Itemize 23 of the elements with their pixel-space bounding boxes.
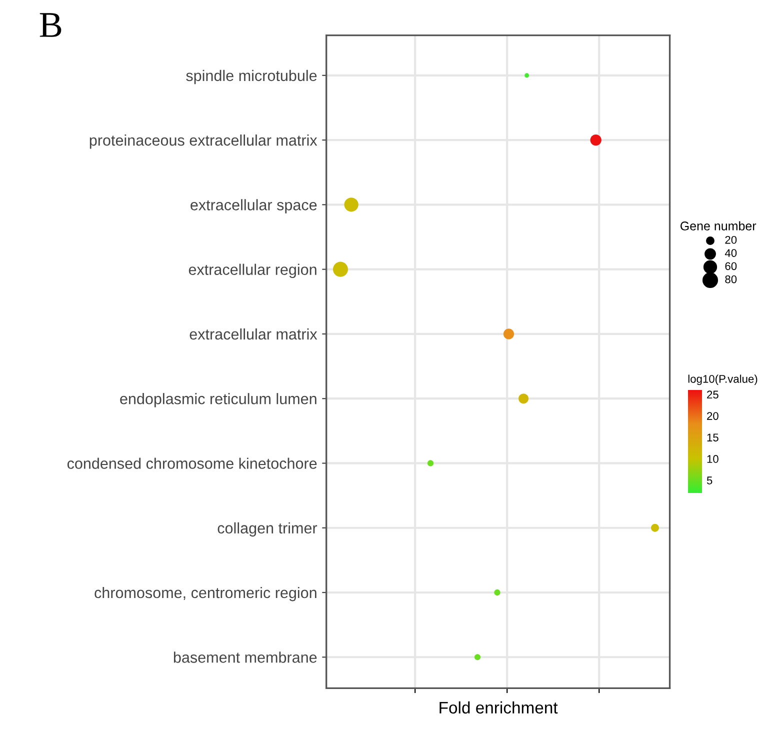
legend-label: 20 [725, 236, 737, 244]
text: B [40, 13, 62, 37]
color-bar-title: log10(P.value) [688, 374, 758, 386]
y-tick-label: endoplasmic reticulum lumen [120, 393, 316, 408]
legend-label: 60 [725, 262, 737, 270]
y-tick-label: extracellular space [190, 199, 317, 214]
color-bar-label: 20 [707, 412, 718, 420]
y-tick-label: condensed chromosome kinetochore [67, 458, 317, 469]
y-tick-label: chromosome, centromeric region [94, 586, 316, 602]
legend-label: 80 [725, 275, 737, 284]
y-tick-label: extracellular matrix [190, 328, 318, 340]
y-tick-label: collagen trimer [218, 522, 318, 537]
x-axis-title: Fold enrichment [440, 701, 558, 714]
legend-label: 40 [724, 249, 737, 257]
y-tick-label: spindle microtubule [186, 70, 317, 84]
color-bar-label: 15 [707, 434, 718, 442]
y-tick-label: basement membrane [174, 652, 317, 663]
color-bar-label: 10 [707, 455, 718, 463]
legend-title: Gene number [680, 221, 756, 230]
color-bar-label: 25 [707, 390, 718, 399]
y-tick-label: extracellular region [188, 264, 316, 278]
y-tick-label: proteinaceous extracellular matrix [90, 134, 318, 149]
color-bar-label: 5 [706, 476, 712, 484]
